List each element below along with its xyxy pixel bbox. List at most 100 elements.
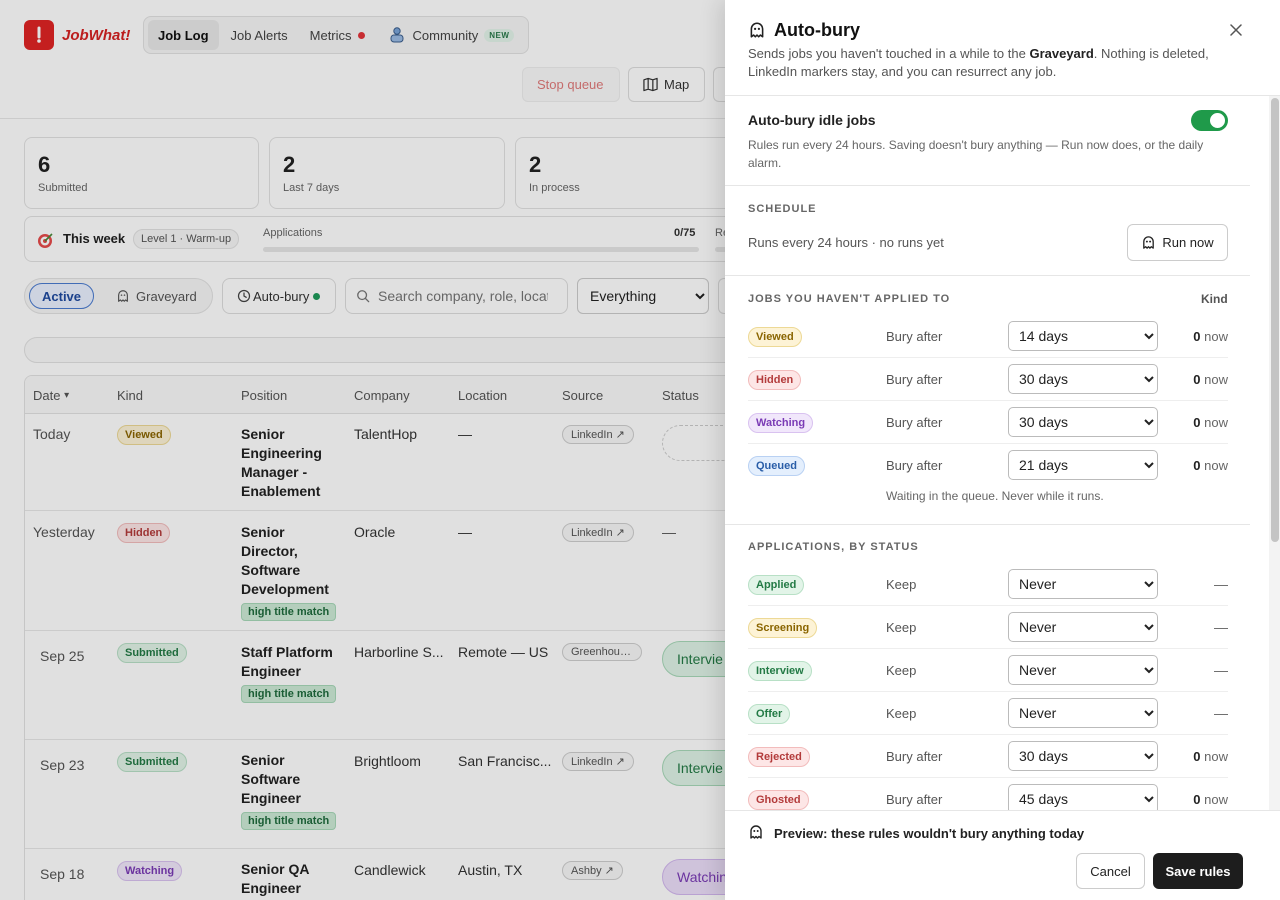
scrollbar-thumb[interactable] xyxy=(1271,98,1279,542)
row-position[interactable]: Senior Engineering Manager - Enablement xyxy=(241,426,322,499)
row-location: Remote — US xyxy=(458,644,549,660)
source-link[interactable]: Greenhous... xyxy=(562,643,642,661)
section-divider xyxy=(725,185,1250,186)
row-source: LinkedIn ↗ xyxy=(562,752,634,774)
bury-after-select[interactable]: 21 days xyxy=(1008,450,1158,480)
active-indicator-dot xyxy=(313,292,321,300)
status-dropzone[interactable] xyxy=(662,425,763,461)
tab-community[interactable]: Community NEW xyxy=(377,20,525,50)
auto-bury-button[interactable]: Auto-bury xyxy=(222,278,336,314)
ghost-icon xyxy=(750,825,762,839)
brand-name: JobWhat! xyxy=(62,26,131,44)
bury-after-select[interactable]: 30 days xyxy=(1008,407,1158,437)
table-row[interactable]: Yesterday Hidden Senior Director, Softwa… xyxy=(25,511,763,631)
title-match-tag: high title match xyxy=(241,603,337,621)
row-position[interactable]: Senior Software Engineer xyxy=(241,752,301,806)
column-header-date[interactable]: Date ▾ xyxy=(33,387,70,403)
toggle-knob xyxy=(1210,113,1225,128)
bury-after-select[interactable]: 30 days xyxy=(1008,364,1158,394)
source-link[interactable]: LinkedIn ↗ xyxy=(562,425,634,444)
column-header-position[interactable]: Position xyxy=(241,387,288,403)
row-date: Yesterday xyxy=(33,524,95,540)
app-rule-row: Applied Keep Never — xyxy=(748,563,1228,606)
row-location: San Francisc... xyxy=(458,753,552,769)
job-log-table: Date ▾ Kind Position Company Location So… xyxy=(24,375,764,900)
table-row[interactable]: Sep 18 Watching Senior QA Engineer Candl… xyxy=(25,849,763,900)
run-now-button[interactable]: Run now xyxy=(1127,224,1228,261)
row-company: Harborline S... xyxy=(354,644,444,660)
bury-after-select[interactable]: 45 days xyxy=(1008,784,1158,810)
title-match-tag: high title match xyxy=(241,812,337,830)
row-position[interactable]: Senior Director, Software Development xyxy=(241,524,329,597)
row-kind: Submitted xyxy=(117,643,187,663)
status-badge: Applied xyxy=(748,575,805,595)
rule-action: Bury after xyxy=(886,329,943,344)
table-row[interactable]: Sep 23 Submitted Senior Software Enginee… xyxy=(25,740,763,849)
row-kind: Hidden xyxy=(117,523,171,543)
status-badge: Offer xyxy=(748,704,791,724)
row-company: TalentHop xyxy=(354,426,418,442)
stop-queue-button[interactable]: Stop queue xyxy=(522,67,620,102)
row-kind: Viewed xyxy=(117,425,171,445)
bury-after-select[interactable]: Never xyxy=(1008,655,1158,685)
panel-scrollbar[interactable] xyxy=(1269,96,1280,810)
close-icon[interactable] xyxy=(1226,20,1246,40)
panel-header: Auto-bury Sends jobs you haven't touched… xyxy=(725,0,1280,96)
logo-mark-icon xyxy=(24,20,54,50)
source-link[interactable]: LinkedIn ↗ xyxy=(562,752,634,771)
queue-note: Waiting in the queue. Never while it run… xyxy=(886,489,1104,503)
bury-after-select[interactable]: Never xyxy=(1008,569,1158,599)
table-row[interactable]: Today Viewed Senior Engineering Manager … xyxy=(25,414,763,511)
tab-job-alerts[interactable]: Job Alerts xyxy=(230,27,288,43)
search-input[interactable] xyxy=(378,288,548,304)
brand-logo[interactable]: JobWhat! xyxy=(24,20,130,50)
graveyard-view-tab[interactable]: Graveyard xyxy=(104,283,209,309)
save-rules-button[interactable]: Save rules xyxy=(1153,853,1243,889)
main-nav: Job Log Job Alerts Metrics Community NEW xyxy=(143,16,530,54)
source-link[interactable]: Ashby ↗ xyxy=(562,861,623,880)
row-date: Sep 23 xyxy=(40,757,85,773)
column-header-location[interactable]: Location xyxy=(458,387,508,403)
kind-badge: Viewed xyxy=(748,327,802,347)
column-header-company[interactable]: Company xyxy=(354,387,410,403)
bury-after-select[interactable]: 30 days xyxy=(1008,741,1158,771)
auto-bury-toggle[interactable] xyxy=(1191,110,1228,131)
applications-progress-bar xyxy=(263,247,699,252)
bury-count: 0 now xyxy=(1193,372,1228,387)
status-badge: Interview xyxy=(748,661,812,681)
section-divider xyxy=(725,524,1250,525)
bury-count: — xyxy=(1214,662,1228,678)
tab-metrics[interactable]: Metrics xyxy=(300,20,375,50)
bury-count: 0 now xyxy=(1193,329,1228,344)
column-header-source[interactable]: Source xyxy=(562,387,604,403)
level-badge: Level 1 · Warm-up xyxy=(133,229,240,249)
bury-count: 0 now xyxy=(1193,792,1228,807)
tab-job-log[interactable]: Job Log xyxy=(148,20,219,50)
table-row[interactable]: Sep 25 Submitted Staff Platform Engineer… xyxy=(25,631,763,740)
stat-card-last-7-days: 2 Last 7 days xyxy=(269,137,505,209)
auto-bury-panel: Auto-bury Sends jobs you haven't touched… xyxy=(725,0,1280,900)
bury-after-select[interactable]: Never xyxy=(1008,612,1158,642)
rule-action: Keep xyxy=(886,577,917,592)
row-date: Sep 18 xyxy=(40,866,85,882)
active-view-tab[interactable]: Active xyxy=(29,283,95,309)
kind-filter-select[interactable]: Everything xyxy=(577,278,709,314)
rule-action: Bury after xyxy=(886,415,943,430)
column-header-status[interactable]: Status xyxy=(662,387,699,403)
row-position[interactable]: Senior QA Engineer xyxy=(241,861,309,896)
row-source: Greenhous... xyxy=(562,643,642,664)
ghost-icon xyxy=(118,290,128,302)
applications-count: 0/75 xyxy=(674,227,696,239)
source-link[interactable]: LinkedIn ↗ xyxy=(562,523,634,542)
column-header-kind[interactable]: Kind xyxy=(117,387,144,403)
bury-after-select[interactable]: Never xyxy=(1008,698,1158,728)
queue-progress-strip xyxy=(24,337,744,363)
row-position[interactable]: Staff Platform Engineer xyxy=(241,644,333,679)
stat-card-in-process: 2 In process xyxy=(515,137,745,209)
week-title: This week xyxy=(63,231,126,246)
bury-after-select[interactable]: 14 days xyxy=(1008,321,1158,351)
cancel-button[interactable]: Cancel xyxy=(1076,853,1145,889)
row-source: LinkedIn ↗ xyxy=(562,523,634,545)
map-button[interactable]: Map xyxy=(628,67,705,102)
